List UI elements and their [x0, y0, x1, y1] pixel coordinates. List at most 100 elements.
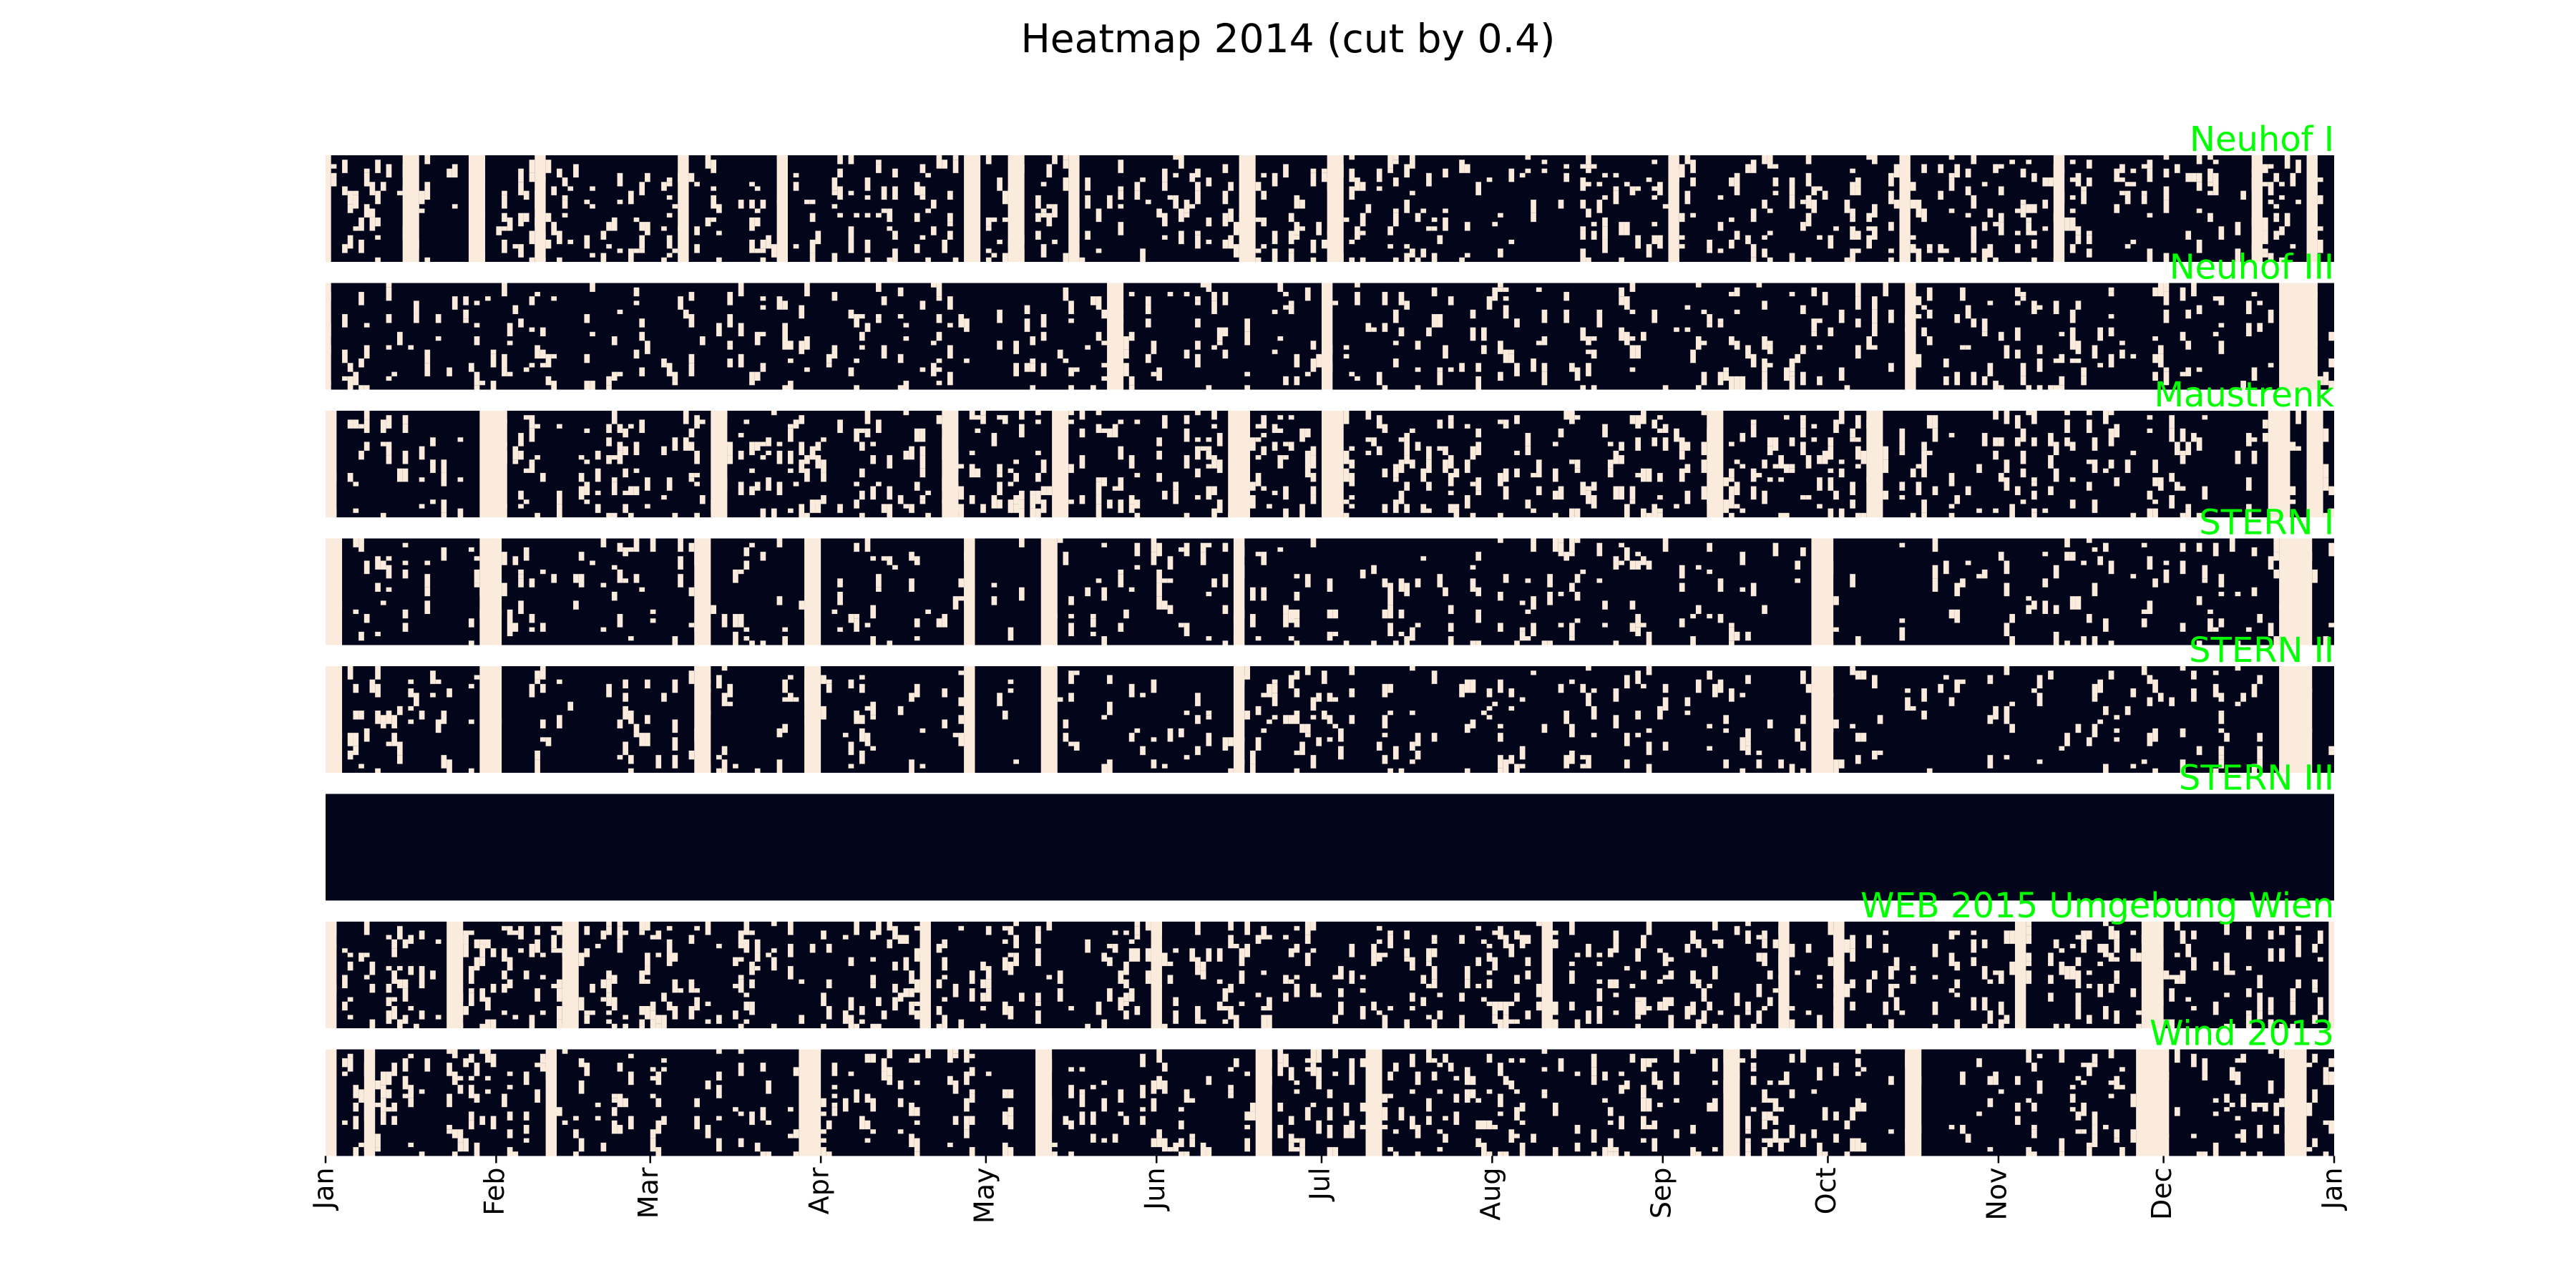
heatmap-cell [1569, 582, 1575, 592]
heatmap-cell [1283, 935, 1289, 940]
heatmap-cell [474, 675, 480, 680]
heatmap-cell [402, 1075, 409, 1090]
heatmap-cell [1712, 683, 1718, 698]
heatmap-cell [1657, 979, 1663, 984]
heatmap-cell [947, 371, 953, 386]
heatmap-cell [1558, 428, 1564, 438]
heatmap-cell [1040, 363, 1047, 376]
heatmap-cell [1310, 472, 1317, 482]
heatmap-cell [1073, 217, 1080, 231]
heatmap-cell [1938, 190, 1943, 200]
heatmap-cell [1140, 248, 1146, 263]
heatmap-cell [1398, 490, 1405, 504]
heatmap-cell [633, 538, 640, 552]
heatmap-cell [2273, 172, 2280, 182]
heatmap-cell [1508, 1129, 1515, 1143]
heatmap-cell [1624, 1151, 1630, 1156]
heatmap-cell [557, 504, 562, 518]
heatmap-cell [1338, 728, 1344, 742]
heatmap-cell [1349, 186, 1355, 200]
heatmap-cell [1013, 504, 1019, 513]
heatmap-cell [678, 538, 683, 552]
heatmap-cell [2251, 547, 2258, 557]
heatmap-cell [1475, 614, 1481, 623]
heatmap-cell [1128, 733, 1135, 742]
heatmap-cell [2191, 1053, 2197, 1068]
heatmap-cell [881, 296, 887, 306]
heatmap-cell [947, 213, 953, 223]
heatmap-cell [347, 952, 353, 957]
heatmap-cell [529, 614, 535, 623]
heatmap-cell [1299, 226, 1305, 231]
heatmap-cell [2026, 411, 2032, 416]
heatmap-cell [578, 1058, 585, 1068]
heatmap-cell [2180, 331, 2186, 341]
heatmap-cell [1338, 988, 1344, 997]
heatmap-cell [733, 957, 738, 967]
heatmap-cell [760, 363, 766, 372]
heatmap-cell [1778, 975, 1784, 980]
heatmap-cell [2053, 385, 2059, 390]
heatmap-cell [2097, 363, 2103, 368]
heatmap-cell [1987, 1147, 1994, 1152]
heatmap-cell [1470, 578, 1476, 592]
heatmap-cell [402, 226, 409, 240]
heatmap-cell [1376, 952, 1382, 962]
heatmap-cell [1981, 433, 1988, 447]
heatmap-cell [1332, 609, 1339, 619]
heatmap-cell [1943, 358, 1949, 368]
heatmap-cell [1899, 542, 1906, 547]
heatmap-cell [1993, 381, 1999, 390]
heatmap-cell [628, 486, 634, 495]
heatmap-cell [1750, 1063, 1757, 1068]
heatmap-cell [1877, 715, 1883, 724]
heatmap-cell [1855, 318, 1861, 328]
heatmap-cell [1349, 446, 1355, 451]
heatmap-cell [1018, 508, 1025, 517]
heatmap-cell [441, 499, 447, 513]
heatmap-cell [1228, 935, 1234, 949]
heatmap-cell [507, 371, 513, 376]
heatmap-cell [1641, 935, 1646, 949]
heatmap-cell [1619, 222, 1624, 235]
heatmap-cell [342, 376, 348, 381]
heatmap-cell [1624, 331, 1630, 346]
heatmap-cell [369, 1019, 376, 1028]
heatmap-cell [952, 155, 959, 160]
heatmap-cell [347, 235, 353, 249]
heatmap-cell [1128, 587, 1135, 592]
heatmap-cell [1343, 499, 1350, 504]
heatmap-cell [1888, 172, 1894, 187]
heatmap-cell [2185, 508, 2192, 517]
heatmap-cell [2191, 433, 2197, 442]
heatmap-cell [1464, 1071, 1470, 1085]
heatmap-cell [358, 385, 364, 390]
heatmap-cell [1734, 482, 1740, 495]
heatmap-cell [1993, 1071, 1999, 1085]
heatmap-cell [661, 1015, 667, 1029]
heatmap-cell [1239, 737, 1245, 742]
heatmap-cell [1740, 587, 1746, 592]
heatmap-cell [859, 1005, 865, 1015]
heatmap-cell [1629, 283, 1636, 292]
heatmap-cell [1541, 160, 1548, 165]
heatmap-cell [1965, 560, 1971, 565]
heatmap-cell [535, 204, 540, 209]
heatmap-cell [1294, 750, 1300, 756]
heatmap-cell [1228, 737, 1234, 746]
heatmap-cell [1090, 618, 1096, 628]
heatmap-cell [1817, 1067, 1823, 1080]
heatmap-cell [854, 213, 859, 218]
heatmap-cell [799, 504, 805, 518]
heatmap-cell [2169, 975, 2175, 980]
heatmap-cell [2290, 291, 2296, 306]
heatmap-cell [2284, 499, 2290, 513]
heatmap-cell [1085, 230, 1091, 240]
heatmap-cell [1392, 1063, 1399, 1072]
heatmap-cell [964, 1071, 970, 1085]
heatmap-cell [1244, 1138, 1250, 1152]
heatmap-cell [666, 253, 673, 258]
heatmap-cell [1756, 759, 1762, 769]
heatmap-cell [1404, 1019, 1410, 1028]
heatmap-cell [1184, 415, 1190, 424]
